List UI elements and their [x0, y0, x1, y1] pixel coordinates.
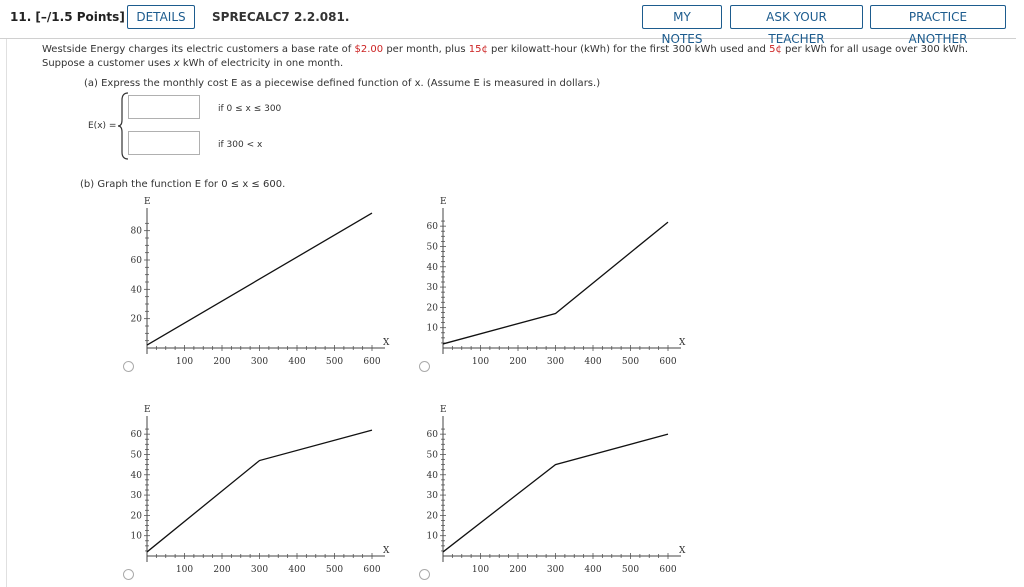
- x-tick-label: 200: [509, 357, 526, 367]
- y-tick-label: 30: [427, 283, 439, 293]
- answer-input-piece-1[interactable]: [128, 95, 200, 119]
- x-tick-label: 100: [472, 565, 489, 575]
- y-axis-label: E: [440, 405, 447, 415]
- x-tick-label: 300: [547, 357, 564, 367]
- graph-option-3: E X 100 200 300 400 500 600 10 20 30 40 50 60: [131, 405, 390, 575]
- function-lhs: E(x) =: [88, 121, 117, 131]
- y-axis-label: E: [144, 197, 151, 207]
- y-tick-label: 40: [427, 263, 439, 273]
- y-tick-label: 40: [131, 285, 143, 295]
- y-tick-label: 20: [131, 511, 143, 521]
- x-tick-label: 300: [547, 565, 564, 575]
- y-tick-label: 20: [427, 511, 439, 521]
- y-tick-label: 40: [131, 471, 143, 481]
- x-tick-label: 600: [363, 357, 380, 367]
- y-tick-label: 60: [427, 430, 439, 440]
- part-a-text: (a) Express the monthly cost E as a piec…: [84, 78, 601, 89]
- y-tick-label: 60: [427, 222, 439, 232]
- x-tick-label: 600: [363, 565, 380, 575]
- x-axis-label: X: [679, 546, 686, 556]
- details-button[interactable]: DETAILS: [127, 5, 195, 29]
- ask-teacher-button[interactable]: ASK YOUR TEACHER: [730, 5, 863, 46]
- graph-option-4-radio[interactable]: [419, 569, 430, 580]
- x-axis-label: X: [383, 338, 390, 348]
- prompt-text: Westside Energy charges its electric cus…: [42, 44, 355, 55]
- y-tick-label: 10: [427, 532, 439, 542]
- x-tick-label: 300: [251, 565, 268, 575]
- condition-1: if 0 ≤ x ≤ 300: [218, 104, 282, 114]
- question-header: 11. [–/1.5 Points] DETAILS SPRECALC7 2.2…: [0, 0, 1016, 46]
- y-tick-label: 20: [131, 315, 143, 325]
- y-tick-label: 50: [427, 242, 439, 252]
- condition-2: if 300 < x: [218, 140, 263, 150]
- x-tick-label: 200: [213, 357, 230, 367]
- x-tick-label: 400: [288, 357, 305, 367]
- y-tick-label: 20: [427, 303, 439, 313]
- prompt-text: per kWh for all usage over 300 kWh. Supp…: [42, 44, 969, 69]
- base-rate-value: $2.00: [354, 44, 384, 55]
- question-number: 11. [–/1.5 Points]: [10, 10, 125, 24]
- x-tick-label: 100: [176, 357, 193, 367]
- x-axis-label: X: [679, 338, 686, 348]
- graph-option-2: E X 100 200 300 400 500 600 10 20 30 40 50 60: [427, 197, 686, 367]
- x-axis-label: X: [383, 546, 390, 556]
- cost-function-line: [442, 221, 669, 345]
- y-tick-label: 50: [131, 450, 143, 460]
- y-tick-label: 60: [131, 256, 143, 266]
- cost-function-line: [146, 429, 373, 553]
- prompt-text: per kilowatt-hour (kWh) for the first 30…: [487, 44, 770, 55]
- y-tick-label: 80: [131, 227, 143, 237]
- problem-statement: Westside Energy charges its electric cus…: [42, 43, 992, 71]
- practice-another-button[interactable]: PRACTICE ANOTHER: [870, 5, 1006, 46]
- prompt-text: per month, plus: [383, 44, 469, 55]
- x-tick-label: 200: [213, 565, 230, 575]
- my-notes-button[interactable]: MY NOTES: [642, 5, 722, 46]
- x-tick-label: 100: [176, 565, 193, 575]
- y-axis-label: E: [144, 405, 151, 415]
- y-tick-label: 30: [427, 491, 439, 501]
- x-tick-label: 600: [659, 357, 676, 367]
- graph-option-4: E X 100 200 300 400 500 600 10 20 30 40 50 60: [427, 405, 686, 575]
- x-tick-label: 400: [288, 565, 305, 575]
- question-code: SPRECALC7 2.2.081.: [212, 10, 350, 24]
- x-tick-label: 600: [659, 565, 676, 575]
- y-tick-label: 10: [427, 324, 439, 334]
- variable-x: x: [173, 58, 180, 69]
- x-tick-label: 400: [584, 565, 601, 575]
- part-b-text: (b) Graph the function E for 0 ≤ x ≤ 600…: [80, 179, 286, 190]
- y-axis-label: E: [440, 197, 447, 207]
- piecewise-brace: [118, 92, 129, 160]
- x-tick-label: 300: [251, 357, 268, 367]
- x-tick-label: 500: [326, 357, 343, 367]
- x-tick-label: 500: [326, 565, 343, 575]
- y-tick-label: 10: [131, 532, 143, 542]
- x-tick-label: 500: [622, 357, 639, 367]
- prompt-text: kWh of electricity in one month.: [179, 58, 344, 69]
- y-tick-label: 50: [427, 450, 439, 460]
- cost-function-line: [146, 212, 373, 346]
- graph-option-1: E X 100 200 300 400 500 600 20 40 60 80: [131, 197, 390, 367]
- graph-option-1-radio[interactable]: [123, 361, 134, 372]
- y-tick-label: 60: [131, 430, 143, 440]
- answer-input-piece-2[interactable]: [128, 131, 200, 155]
- y-tick-label: 30: [131, 491, 143, 501]
- graph-option-2-radio[interactable]: [419, 361, 430, 372]
- x-tick-label: 100: [472, 357, 489, 367]
- x-tick-label: 400: [584, 357, 601, 367]
- y-tick-label: 40: [427, 471, 439, 481]
- rate2-value: 5¢: [769, 44, 782, 55]
- x-tick-label: 200: [509, 565, 526, 575]
- graph-option-3-radio[interactable]: [123, 569, 134, 580]
- question-body: [6, 39, 1017, 587]
- rate1-value: 15¢: [468, 44, 488, 55]
- cost-function-line: [442, 433, 669, 553]
- x-tick-label: 500: [622, 565, 639, 575]
